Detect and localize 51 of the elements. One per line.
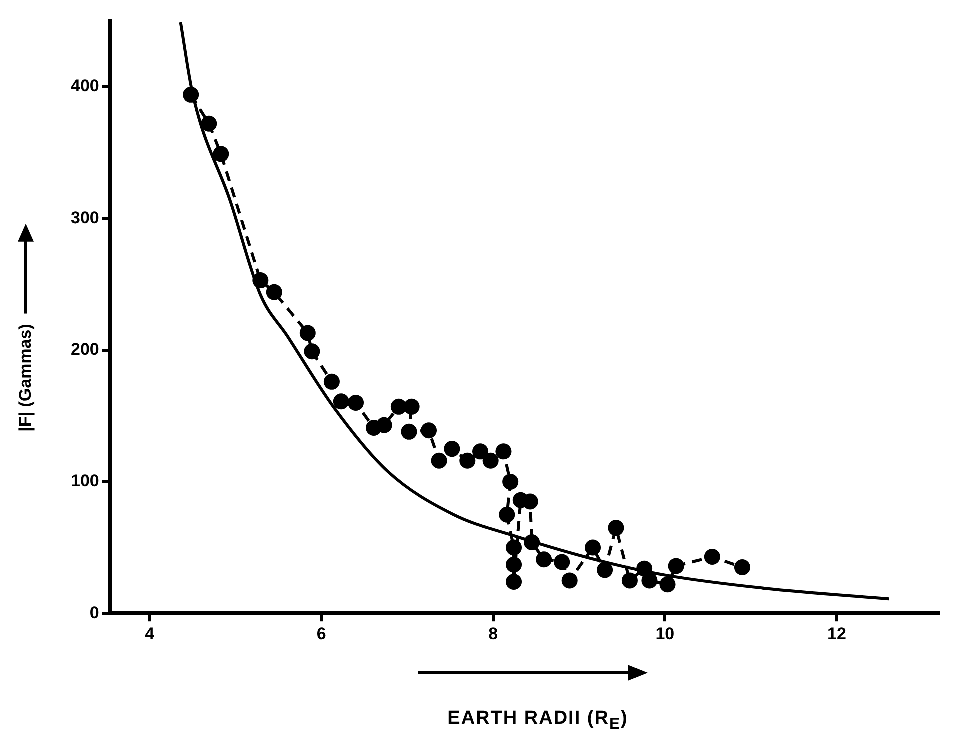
point (660, 576, 676, 593)
point (482, 452, 499, 469)
point (431, 452, 448, 469)
point (266, 284, 282, 300)
line-series (179, 21, 891, 601)
point (304, 344, 320, 360)
point (506, 574, 522, 590)
y-tick-label: 100 (70, 472, 100, 491)
y-tick-label: 400 (70, 76, 100, 96)
point (585, 540, 602, 556)
x-axis-title: EARTH RADII (R$_{E}$) (446, 708, 630, 734)
x-tick-label: 8 (488, 624, 498, 644)
point (524, 534, 540, 551)
point (597, 562, 614, 578)
point (183, 86, 200, 103)
point (420, 422, 437, 439)
y-axis-title: |F| (Gammas) (16, 324, 36, 432)
point (499, 506, 516, 523)
point (562, 572, 578, 589)
point (704, 548, 720, 565)
point (502, 474, 519, 490)
point (536, 552, 552, 568)
point (401, 424, 418, 440)
point (460, 452, 476, 469)
y-tick-label: 300 (70, 208, 100, 228)
point (496, 444, 512, 460)
point (404, 398, 420, 415)
point (622, 572, 638, 589)
point (444, 441, 460, 458)
point (376, 417, 392, 434)
point (252, 272, 269, 289)
point (506, 540, 522, 556)
point (348, 394, 364, 411)
point (734, 560, 750, 576)
point (642, 572, 658, 589)
x-tick-label: 4 (145, 624, 156, 644)
point (668, 558, 684, 574)
point (201, 116, 218, 132)
x-tick-label: 6 (316, 624, 326, 644)
point (213, 146, 230, 162)
point (324, 374, 340, 390)
point (506, 556, 522, 573)
x-tick-label: 12 (827, 624, 846, 644)
x-tick-label: 10 (656, 624, 675, 644)
point (472, 444, 489, 460)
point (300, 325, 316, 342)
y-tick-label: 0 (90, 603, 100, 622)
point (608, 520, 624, 536)
point (333, 394, 350, 410)
point (554, 554, 570, 570)
y-tick-label: 200 (70, 340, 100, 359)
